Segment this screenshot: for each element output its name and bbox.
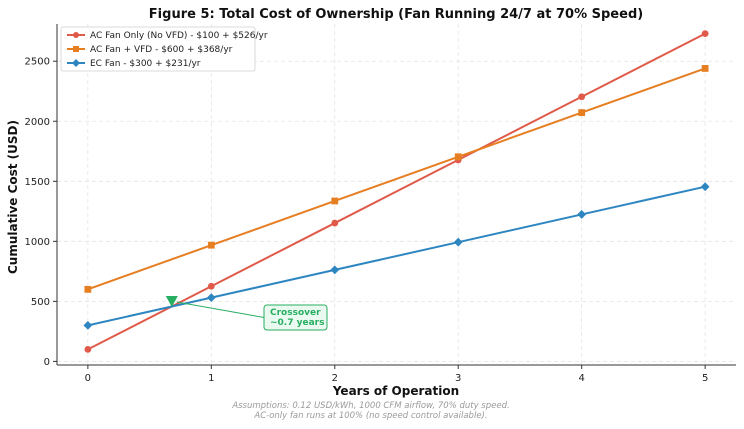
series-line bbox=[87, 185, 706, 327]
legend-entry: AC Fan + VFD - $600 + $368/yr bbox=[90, 45, 233, 55]
data-point bbox=[701, 30, 709, 38]
grid bbox=[57, 24, 736, 365]
footnote-line-1: Assumptions: 0.12 USD/kWh, 1000 CFM airf… bbox=[231, 401, 509, 411]
footnote-line-2: AC-only fan runs at 100% (no speed contr… bbox=[253, 411, 487, 421]
axes: 0 1 2 3 4 5 0 500 1000 1500 2000 2500 bbox=[25, 24, 736, 384]
data-point bbox=[578, 109, 586, 117]
y-tick-label: 2000 bbox=[25, 117, 50, 128]
series-2 bbox=[83, 182, 710, 330]
legend: AC Fan Only (No VFD) - $100 + $526/yr AC … bbox=[60, 26, 268, 72]
series-line bbox=[87, 32, 706, 351]
series-0 bbox=[84, 30, 709, 353]
data-point bbox=[700, 182, 710, 192]
data-point bbox=[454, 153, 462, 161]
series-layer bbox=[83, 30, 710, 353]
x-axis-label: Years of Operation bbox=[332, 384, 459, 398]
y-tick-label: 500 bbox=[31, 297, 50, 308]
legend-box bbox=[60, 26, 256, 72]
annotation-text: ~0.7 years bbox=[270, 318, 324, 328]
x-tick-label: 2 bbox=[332, 373, 338, 384]
data-point bbox=[206, 293, 216, 303]
data-point bbox=[331, 219, 339, 227]
data-point bbox=[84, 285, 92, 293]
y-tick-label: 0 bbox=[44, 357, 50, 368]
data-point bbox=[207, 241, 215, 249]
data-point bbox=[331, 197, 339, 205]
x-tick-label: 5 bbox=[702, 373, 708, 384]
legend-marker bbox=[72, 59, 80, 67]
legend-entry: AC Fan Only (No VFD) - $100 + $526/yr bbox=[90, 31, 268, 41]
data-point bbox=[207, 282, 215, 290]
data-point bbox=[83, 320, 93, 330]
data-point bbox=[453, 237, 463, 247]
annotation-layer: Crossover~0.7 years bbox=[165, 295, 328, 331]
data-point bbox=[578, 93, 586, 101]
chart-title: Figure 5: Total Cost of Ownership (Fan R… bbox=[149, 7, 643, 22]
data-point bbox=[330, 265, 340, 275]
legend-marker bbox=[73, 32, 79, 38]
y-tick-label: 1000 bbox=[25, 237, 50, 248]
annotation-arrow bbox=[176, 301, 265, 318]
x-tick-label: 4 bbox=[578, 373, 584, 384]
annotation-text: Crossover bbox=[270, 308, 321, 318]
x-tick-label: 1 bbox=[208, 373, 214, 384]
data-point bbox=[577, 210, 587, 219]
annotation-box bbox=[263, 304, 328, 331]
y-tick-label: 1500 bbox=[25, 177, 50, 188]
data-point bbox=[84, 345, 92, 353]
data-point bbox=[701, 65, 709, 72]
y-tick-label: 2500 bbox=[25, 57, 50, 68]
crossover-marker bbox=[165, 295, 178, 307]
legend-entry: EC Fan - $300 + $231/yr bbox=[90, 59, 201, 69]
x-tick-label: 3 bbox=[455, 373, 461, 384]
x-tick-label: 0 bbox=[85, 373, 91, 384]
y-axis-label: Cumulative Cost (USD) bbox=[6, 120, 20, 274]
series-1 bbox=[84, 65, 709, 293]
series-line bbox=[87, 67, 706, 291]
legend-marker bbox=[73, 46, 79, 52]
